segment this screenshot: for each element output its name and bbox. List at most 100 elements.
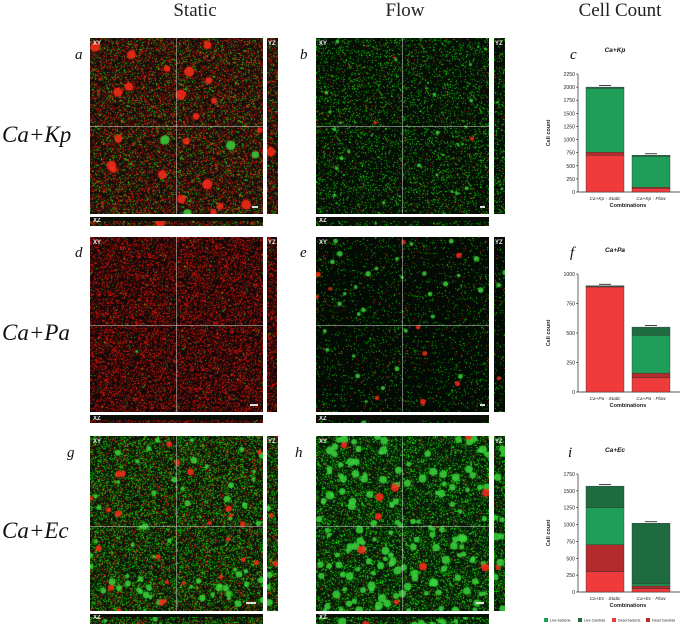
xy-tag: XY <box>319 240 328 246</box>
yz-strip-ca-pa-flow: YZ <box>494 237 505 412</box>
y-tick-label: 500 <box>566 331 575 337</box>
y-tick-label: 1750 <box>563 472 575 478</box>
bar-chart-ca-pa: Ca+Pa 0 250 500 750 1000 Cell count Ca+Pa - Sta… <box>546 247 680 409</box>
y-tick-label: 1500 <box>563 489 575 495</box>
panel-letter-d: d <box>75 245 83 261</box>
xy-tag: XY <box>93 41 102 47</box>
xy-tag: XY <box>319 439 328 445</box>
y-tick-label: 1000 <box>563 523 575 529</box>
yz-tag: YZ <box>495 439 503 445</box>
legend-entry: Live bacteria <box>550 619 570 623</box>
micrograph-ca-pa-static: XY <box>90 237 263 412</box>
legend-swatch <box>544 618 548 622</box>
yz-strip-ca-pa-static: YZ <box>267 237 277 412</box>
row-label-ca-ec: Ca+Ec <box>2 518 69 543</box>
row-label-ca-kp: Ca+Kp <box>2 122 72 147</box>
bar-segment <box>585 285 625 287</box>
chart-title: Ca+Ec <box>605 447 625 454</box>
xz-strip-ca-kp-static: XZ <box>90 217 263 226</box>
x-tick-label: Ca+Kp - Flow <box>636 196 666 202</box>
xy-tag: XY <box>93 240 102 246</box>
yz-tag: YZ <box>268 240 276 246</box>
bar-segment <box>631 583 671 587</box>
panel-letter-e: e <box>300 245 307 261</box>
x-axis-label: Combinations <box>610 603 647 609</box>
y-axis-label: Cell count <box>546 520 552 547</box>
yz-tag: YZ <box>268 439 276 445</box>
y-tick-label: 1000 <box>563 138 575 144</box>
xz-strip-ca-ec-flow: XZ <box>316 614 489 624</box>
bar-segment <box>631 585 671 589</box>
chart-title: Ca+Kp <box>605 47 626 54</box>
panel-letter-b: b <box>300 47 308 63</box>
y-tick-label: 1250 <box>563 124 575 130</box>
micrograph-ca-kp-flow: XY <box>316 38 489 214</box>
y-axis-label: Cell count <box>546 320 552 347</box>
micrograph-ca-ec-flow: XY <box>316 436 489 611</box>
y-tick-label: 1500 <box>563 111 575 117</box>
y-axis-label: Cell count <box>546 120 552 147</box>
yz-strip-ca-kp-static: YZ <box>267 38 278 214</box>
bar-chart-ca-kp: Ca+Kp 0 250 500 750 1000 1250 1500 1750 2000 2250 C… <box>546 47 680 209</box>
xz-tag: XZ <box>319 218 327 224</box>
row-label-ca-pa: Ca+Pa <box>2 320 70 345</box>
bar-segment <box>631 523 671 585</box>
bar-segment <box>631 335 671 374</box>
bar-segment <box>585 87 625 153</box>
y-tick-label: 0 <box>572 190 575 196</box>
xz-tag: XZ <box>93 615 101 621</box>
scale-bar <box>246 602 256 604</box>
x-tick-label: Ca+Ec - Flow <box>637 596 666 602</box>
bar-segment <box>585 155 625 193</box>
panel-letter-f: f <box>570 245 575 261</box>
y-tick-label: 1250 <box>563 506 575 512</box>
bar-segment <box>585 507 625 545</box>
yz-strip-ca-kp-flow: YZ <box>494 38 505 214</box>
xz-tag: XZ <box>93 218 101 224</box>
y-tick-label: 1000 <box>563 272 575 278</box>
panel-letter-c: c <box>570 47 577 63</box>
xz-strip-ca-pa-flow: XZ <box>316 415 489 423</box>
y-tick-label: 0 <box>572 590 575 596</box>
xy-tag: XY <box>319 41 328 47</box>
xz-strip-ca-pa-static: XZ <box>90 415 263 423</box>
column-header-flow: Flow <box>385 0 425 21</box>
bar-segment <box>585 485 625 508</box>
bar-segment <box>631 156 671 188</box>
chart-title: Ca+Pa <box>605 247 625 254</box>
xy-tag: XY <box>93 439 102 445</box>
y-tick-label: 250 <box>566 177 575 183</box>
legend-swatch <box>578 618 582 622</box>
y-tick-label: 750 <box>566 151 575 157</box>
xz-tag: XZ <box>93 416 101 422</box>
x-tick-label: Ca+Pa - Flow <box>636 396 666 402</box>
panel-letter-i: i <box>568 445 573 461</box>
legend-entry: Dead bacteria <box>618 619 640 623</box>
scale-bar <box>480 404 485 406</box>
y-tick-label: 2250 <box>563 72 575 78</box>
bar-segment <box>585 544 625 572</box>
xz-tag: XZ <box>319 615 327 621</box>
panel-letter-h: h <box>295 445 303 461</box>
bar-segment <box>585 86 625 89</box>
y-tick-label: 250 <box>566 361 575 367</box>
bar-segment <box>631 377 671 393</box>
panel-letter-g: g <box>67 445 75 461</box>
bar-segment <box>631 326 671 336</box>
bar-segment <box>585 151 625 156</box>
bar-chart-ca-ec: Ca+Ec 0 250 500 750 1000 1250 1500 1750 Cell coun… <box>544 447 680 623</box>
xz-tag: XZ <box>319 416 327 422</box>
scale-bar <box>480 206 485 208</box>
y-tick-label: 500 <box>566 164 575 170</box>
yz-tag: YZ <box>495 41 503 47</box>
micrograph-ca-pa-flow: XY <box>316 237 489 412</box>
scale-bar <box>476 602 484 604</box>
bar-segment <box>631 155 671 157</box>
y-tick-label: 2000 <box>563 85 575 91</box>
xz-strip-ca-kp-flow: XZ <box>316 217 489 226</box>
yz-strip-ca-ec-flow: YZ <box>494 436 505 611</box>
xz-strip-ca-ec-static: XZ <box>90 614 263 624</box>
bar-segment <box>631 372 671 379</box>
y-tick-label: 0 <box>572 390 575 396</box>
micrograph-ca-kp-static: XY <box>90 38 263 214</box>
